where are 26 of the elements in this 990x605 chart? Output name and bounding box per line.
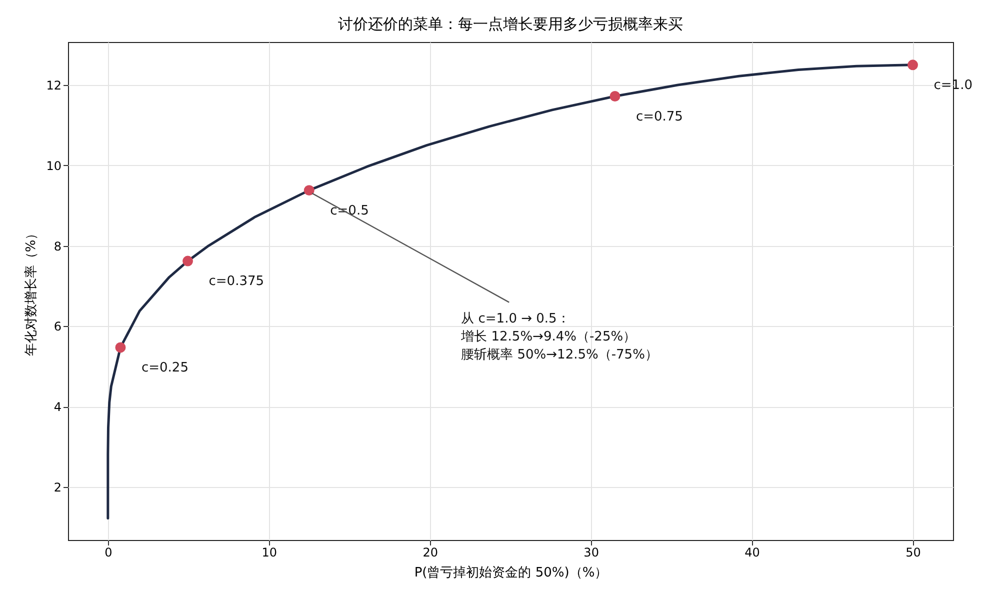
chart-title: 讨价还价的菜单：每一点增长要用多少亏损概率来买: [338, 15, 683, 33]
x-axis-title: P(曾亏掉初始资金的 50%)（%）: [414, 566, 608, 580]
x-tick-label: 30: [584, 546, 599, 560]
y-tick-label: 2: [54, 480, 62, 494]
annotation: 腰斩概率 50%→12.5%（-75%）: [461, 346, 658, 362]
point: [610, 91, 620, 102]
x-tick-label: 0: [104, 546, 112, 560]
y-tick-label: 8: [54, 239, 62, 254]
y-tick-label: 4: [54, 400, 62, 414]
x-tick-label: 10: [262, 546, 278, 560]
y-axis-title: 年化对数增长率（%）: [23, 226, 40, 356]
y-tick-label: 12: [46, 78, 62, 93]
point: [115, 342, 126, 353]
point: [182, 256, 194, 266]
annotation: c=0.25: [141, 360, 188, 376]
annotation: c=0.75: [636, 109, 683, 124]
annotation: c=0.375: [208, 274, 264, 290]
x-tick-label: 50: [906, 546, 921, 560]
annotation: 从 c=1.0 → 0.5：: [461, 311, 570, 326]
point: [304, 185, 314, 196]
y-tick-label: 10: [46, 158, 62, 173]
annotation: 增长 12.5%→9.4%（-25%）: [460, 329, 636, 344]
x-tick-label: 40: [744, 546, 760, 560]
y-tick-label: 6: [54, 320, 62, 334]
point: [908, 60, 918, 70]
x-tick-label: 20: [422, 546, 438, 560]
